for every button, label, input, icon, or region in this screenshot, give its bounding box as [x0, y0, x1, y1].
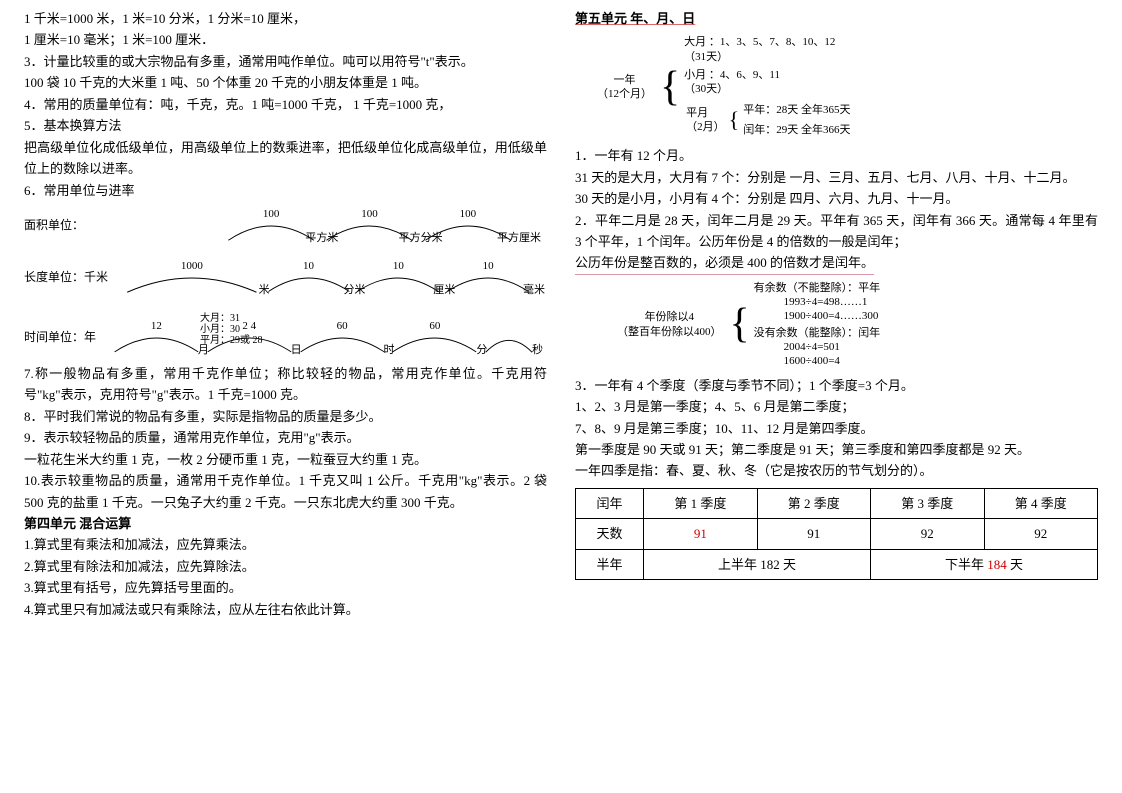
text-line: 6．常用单位与进率 — [24, 180, 547, 201]
text-line: 7.称一般物品有多重，常用千克作单位；称比较轻的物品，常用克作单位。千克用符号"… — [24, 363, 547, 406]
text-line: 3.算式里有括号，应先算括号里面的。 — [24, 577, 547, 598]
text-line: 31 天的是大月，大月有 7 个：分别是 一月、三月、五月、七月、八月、十月、十… — [575, 167, 1098, 188]
text-line: 1 厘米=10 毫米；1 米=100 厘米． — [24, 29, 547, 50]
brace-line: （31天） — [684, 50, 852, 64]
text-line: 30 天的是小月，小月有 4 个：分别是 四月、六月、九月、十一月。 — [575, 188, 1098, 209]
span: 下半年 — [945, 557, 987, 572]
text-line: 5．基本换算方法 — [24, 115, 547, 136]
node: 毫米 — [523, 281, 545, 299]
brace-line: 1900÷400=4……300 — [754, 309, 881, 323]
td: 半年 — [576, 549, 644, 579]
brace-left: （12个月） — [597, 87, 652, 101]
brace-line: 有余数（不能整除）：平年 — [754, 281, 881, 295]
th: 第 3 季度 — [871, 488, 984, 518]
text-line: 4．常用的质量单位有：吨，千克，克。1 吨=1000 千克， 1 千克=1000… — [24, 94, 547, 115]
text-line: 2．平年二月是 28 天，闰年二月是 29 天。平年有 365 天，闰年有 36… — [575, 210, 1098, 253]
span: 184 — [987, 557, 1007, 572]
node: 秒 — [532, 341, 543, 359]
td: 上半年 182 天 — [644, 549, 871, 579]
brace-left: 年份除以4 — [617, 310, 722, 324]
diag-label: 面积单位： — [24, 216, 102, 236]
year-brace-diagram: 一年 （12个月） { 大月 ：1、3、5、7、8、10、12 （31天） 小月… — [595, 33, 1098, 141]
text-line: 把高级单位化成低级单位，用高级单位上的数乘进率，把低级单位化成高级单位，用低级单… — [24, 137, 547, 180]
length-unit-diagram: 长度单位：千米 1000米 10分米 10厘米 10毫米 — [24, 259, 547, 297]
brace-line: 平年：28天 全年365天 — [743, 103, 850, 117]
text-line: 9．表示较轻物品的质量，通常用克作单位，克用"g"表示。 — [24, 427, 547, 448]
underline-text: 公历年份是整百数的，必须是 400 的倍数才是闰年。 — [575, 252, 874, 274]
text-line: 2.算式里有除法和加减法，应先算除法。 — [24, 556, 547, 577]
brace-line: 大月 ：1、3、5、7、8、10、12 — [684, 36, 835, 48]
diag-label: 时间单位：年 — [24, 328, 110, 348]
brace-line: 没有余数（能整除）：闰年 — [754, 326, 881, 340]
text-line: 公历年份是整百数的，必须是 400 的倍数才是闰年。 — [575, 252, 1098, 274]
td: 92 — [984, 519, 1098, 549]
brace-left: （整百年份除以400） — [617, 325, 722, 339]
text-line: 100 袋 10 千克的大米重 1 吨、50 个体重 20 千克的小朋友体重是 … — [24, 72, 547, 93]
diag-label: 长度单位：千米 — [24, 268, 120, 288]
th: 第 2 季度 — [757, 488, 870, 518]
brace-line: 2004÷4=501 — [754, 340, 881, 354]
quarter-table: 闰年 第 1 季度 第 2 季度 第 3 季度 第 4 季度 天数 91 91 … — [575, 488, 1098, 580]
text-line: 10.表示较重物品的质量，通常用千克作单位。1 千克又叫 1 公斤。千克用"kg… — [24, 470, 547, 513]
brace-line: 闰年：29天 全年366天 — [743, 123, 850, 137]
text-line: 1.算式里有乘法和加减法，应先算乘法。 — [24, 534, 547, 555]
td: 91 — [757, 519, 870, 549]
text-line: 3．一年有 4 个季度（季度与季节不同）；1 个季度=3 个月。 — [575, 375, 1098, 396]
text-line: 一年四季是指：春、夏、秋、冬（它是按农历的节气划分的）。 — [575, 460, 1098, 481]
th: 第 1 季度 — [644, 488, 757, 518]
node: 平方厘米 — [497, 229, 541, 247]
th: 第 4 季度 — [984, 488, 1098, 518]
text-line: 4.算式里只有加减法或只有乘除法，应从左往右依此计算。 — [24, 599, 547, 620]
text-line: 第一季度是 90 天或 91 天；第二季度是 91 天；第三季度和第四季度都是 … — [575, 439, 1098, 460]
text-line: 一粒花生米大约重 1 克，一枚 2 分硬币重 1 克，一粒蚕豆大约重 1 克。 — [24, 449, 547, 470]
text-line: 3．计量比较重的或大宗物品有多重，通常用吨作单位。吨可以用符号"t"表示。 — [24, 51, 547, 72]
text-line: 1 千米=1000 米，1 米=10 分米，1 分米=10 厘米， — [24, 8, 547, 29]
table-row: 天数 91 91 92 92 — [576, 519, 1098, 549]
td: 91 — [644, 519, 757, 549]
td: 天数 — [576, 519, 644, 549]
unit4-title: 第四单元 混合运算 — [24, 513, 547, 534]
table-row: 半年 上半年 182 天 下半年 184 天 — [576, 549, 1098, 579]
text-line: 1、2、3 月是第一季度；4、5、6 月是第二季度； — [575, 396, 1098, 417]
area-unit-diagram: 面积单位： 100平方米 100平方分米 100平方厘米 — [24, 207, 547, 245]
unit5-title: 第五单元 年、月、日 — [575, 11, 695, 26]
brace-line: 1993÷4=498……1 — [754, 295, 881, 309]
brace-line: （2月） — [686, 120, 725, 134]
text-line: 7、8、9 月是第三季度；10、11、12 月是第四季度。 — [575, 418, 1098, 439]
brace-line: 平月 — [686, 106, 725, 120]
span: 天 — [1007, 557, 1023, 572]
time-unit-diagram: 大月：31 小月：30 平月：29或 28 时间单位：年 12月 2 4日 60… — [24, 319, 547, 357]
brace-left: 一年 — [597, 73, 652, 87]
brace-line: （30天） — [684, 82, 852, 96]
brace-line: 1600÷400=4 — [754, 354, 881, 368]
table-row: 闰年 第 1 季度 第 2 季度 第 3 季度 第 4 季度 — [576, 488, 1098, 518]
text-line: 8．平时我们常说的物品有多重，实际是指物品的质量是多少。 — [24, 406, 547, 427]
td: 下半年 184 天 — [871, 549, 1098, 579]
td: 92 — [871, 519, 984, 549]
leap-brace-diagram: 年份除以4 （整百年份除以400） { 有余数（不能整除）：平年 1993÷4=… — [615, 279, 1098, 371]
text-line: 1．一年有 12 个月。 — [575, 145, 1098, 166]
th: 闰年 — [576, 488, 644, 518]
brace-line: 小月 ：4、6、9、11 — [684, 68, 852, 82]
